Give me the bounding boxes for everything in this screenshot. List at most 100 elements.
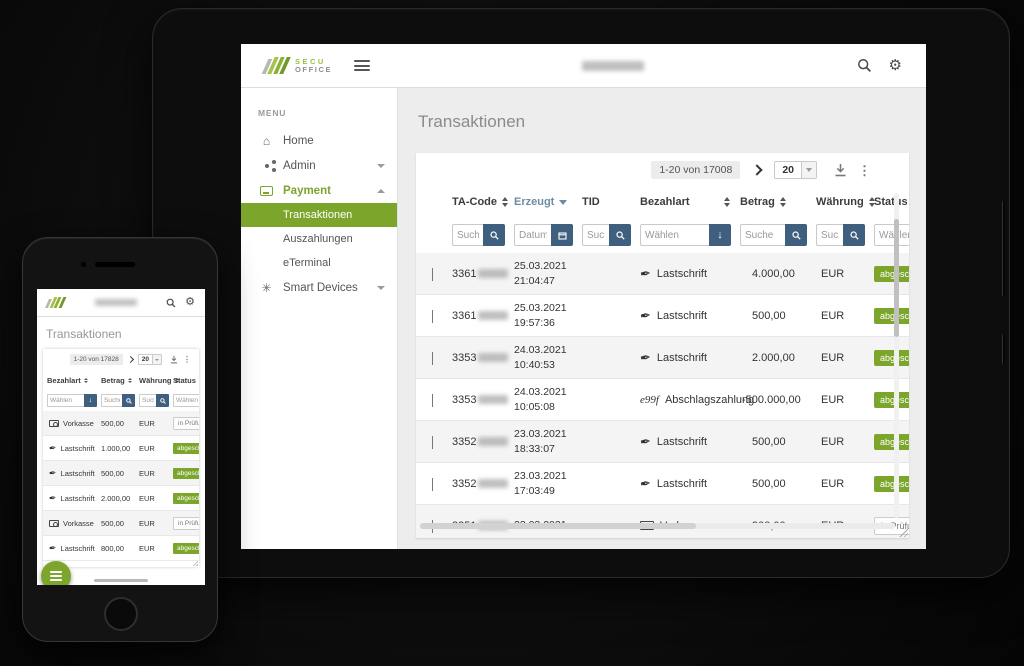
column-header-waehrung[interactable]: Währung: [816, 196, 874, 208]
table-row[interactable]: Vorkasse 500,00 EUR in Prüfung: [43, 511, 199, 536]
bezahlart-filter-select[interactable]: [640, 224, 709, 246]
column-header-bezahlart[interactable]: Bezahlart: [47, 376, 101, 385]
page-size-select[interactable]: 20: [774, 161, 817, 179]
expand-row-icon[interactable]: [432, 267, 433, 281]
table-row[interactable]: 3353 24.03.2021 10:40:53 ✒ Lastschrift 2.0…: [416, 337, 909, 379]
sidebar-item-auszahlungen[interactable]: Auszahlungen: [283, 233, 353, 245]
panel-resize-handle[interactable]: [191, 559, 198, 566]
missing-glyph-icon: e99f: [640, 393, 659, 406]
horizontal-scrollbar-thumb[interactable]: [94, 579, 148, 582]
expand-row-icon[interactable]: [432, 477, 433, 491]
table-row[interactable]: 3352 23.03.2021 18:33:07 ✒ Lastschrift 500…: [416, 421, 909, 463]
filter-status: [173, 394, 199, 407]
sidebar-item-payment[interactable]: Payment: [241, 178, 397, 203]
status-filter-select[interactable]: [173, 394, 199, 407]
column-header-erzeugt[interactable]: Erzeugt: [514, 196, 582, 208]
status-badge: abgeschlossen: [173, 492, 199, 504]
table-row[interactable]: 3351 23.03.2021 Vorkasse 900,00 EUR in P…: [416, 505, 909, 538]
tid-filter-input[interactable]: [582, 224, 609, 246]
column-header-betrag[interactable]: Betrag: [740, 196, 816, 208]
panel-resize-handle[interactable]: [898, 527, 908, 537]
signature-icon: ✒: [638, 264, 652, 282]
column-header-tid[interactable]: TID: [582, 196, 600, 208]
signature-icon: ✒: [48, 442, 58, 453]
next-page-icon[interactable]: [126, 355, 134, 364]
table-row[interactable]: ✒Lastschrift 2.000,00 EUR abgeschlossen: [43, 486, 199, 511]
table-row[interactable]: 3353 24.03.2021 10:05:08 e99f Abschlagszah…: [416, 379, 909, 421]
tablet-screen: SECU OFFICE ⚙ MENU ⌂ Home: [241, 44, 926, 549]
status-badge: abgeschlossen: [874, 475, 909, 492]
download-icon[interactable]: [170, 355, 178, 364]
sidebar-item-eterminal[interactable]: eTerminal: [283, 257, 331, 269]
sidebar-item-transaktionen[interactable]: Transaktionen: [241, 203, 397, 227]
table-row[interactable]: 3352 23.03.2021 17:03:49 ✒ Lastschrift 500…: [416, 463, 909, 505]
search-button[interactable]: [785, 224, 807, 246]
sort-icon: [780, 197, 786, 207]
sidebar-item-home[interactable]: ⌂ Home: [241, 128, 397, 153]
sort-icon: [502, 197, 508, 207]
table-row[interactable]: ✒Lastschrift 500,00 EUR abgeschlossen: [43, 461, 199, 486]
horizontal-scrollbar-thumb[interactable]: [420, 523, 697, 529]
status-filter-select[interactable]: [874, 224, 909, 246]
waehrung-filter-input[interactable]: [816, 224, 843, 246]
column-header-status[interactable]: Status: [874, 196, 908, 208]
pagination-bar: 1-20 von 17828 20 ⋮: [43, 349, 199, 370]
search-button[interactable]: [122, 394, 135, 407]
table-row[interactable]: 3361 25.03.2021 21:04:47 ✒ Lastschrift 4.0…: [416, 253, 909, 295]
column-header-ta-code[interactable]: TA-Code: [452, 196, 514, 208]
settings-gear-icon[interactable]: ⚙: [185, 296, 195, 308]
bezahlart-filter-select[interactable]: [47, 394, 84, 407]
betrag-filter-input[interactable]: [740, 224, 785, 246]
menu-toggle-icon[interactable]: [354, 60, 371, 71]
column-header-bezahlart[interactable]: Bezahlart: [640, 196, 740, 208]
date-filter-input[interactable]: [514, 224, 551, 246]
expand-row-icon[interactable]: [432, 309, 433, 323]
redacted-company-name: [94, 299, 137, 306]
chevron-down-icon: [152, 355, 161, 364]
next-page-icon[interactable]: [751, 164, 763, 176]
sidebar-item-smart-devices[interactable]: ✳ Smart Devices: [241, 275, 397, 300]
page-size-select[interactable]: 20: [137, 354, 162, 365]
search-icon[interactable]: [857, 58, 872, 73]
waehrung-filter-input[interactable]: [139, 394, 156, 407]
sort-icon: [128, 378, 132, 383]
column-header-status[interactable]: Status: [173, 375, 196, 385]
column-header-betrag[interactable]: Betrag: [101, 376, 139, 385]
column-header-waehrung[interactable]: Währung: [139, 376, 173, 385]
search-button[interactable]: [156, 394, 169, 407]
menu-fab-button[interactable]: [41, 561, 71, 585]
status-badge: abgeschlossen: [874, 307, 909, 324]
expand-row-icon[interactable]: [432, 393, 433, 407]
search-button[interactable]: [483, 224, 505, 246]
more-options-icon[interactable]: ⋮: [183, 354, 191, 364]
chevron-down-icon: [377, 163, 385, 168]
expand-row-icon[interactable]: [432, 435, 433, 449]
phone-screen: ⚙ Transaktionen 1-20 von 17828 20 ⋮ Beza…: [37, 289, 205, 585]
search-icon[interactable]: [166, 298, 176, 308]
settings-gear-icon[interactable]: ⚙: [888, 57, 902, 74]
dropdown-button[interactable]: ↓: [709, 224, 731, 246]
calendar-button[interactable]: [551, 224, 573, 246]
expand-row-icon[interactable]: [432, 351, 433, 365]
table-row[interactable]: 3361 25.03.2021 19:57:36 ✒ Lastschrift 500…: [416, 295, 909, 337]
betrag-filter-input[interactable]: [101, 394, 122, 407]
search-button[interactable]: [609, 224, 631, 246]
table-row[interactable]: ✒Lastschrift 800,00 EUR abgeschlossen: [43, 536, 199, 561]
more-options-icon[interactable]: ⋮: [858, 162, 871, 178]
cash-icon: [49, 519, 59, 527]
ta-code-filter-input[interactable]: [452, 224, 483, 246]
vertical-scrollbar-track[interactable]: [894, 193, 899, 518]
table-header-row: Bezahlart Betrag Währung Status: [43, 370, 199, 390]
transactions-panel: 1-20 von 17828 20 ⋮ Bezahlart Betrag Wäh…: [43, 349, 199, 567]
table-row[interactable]: ✒Lastschrift 1.000,00 EUR abgeschlossen: [43, 436, 199, 461]
download-icon[interactable]: [834, 163, 847, 177]
redacted-ta-code: [478, 311, 509, 320]
search-button[interactable]: [843, 224, 865, 246]
filter-betrag: [740, 224, 807, 246]
table-row[interactable]: Vorkasse 500,00 EUR in Prüfung: [43, 411, 199, 436]
dropdown-button[interactable]: ↓: [84, 394, 97, 407]
sidebar-item-admin[interactable]: Admin: [241, 153, 397, 178]
vertical-scrollbar-thumb[interactable]: [894, 219, 899, 337]
phone-home-button[interactable]: [104, 597, 138, 631]
pagination-range: 1-20 von 17828: [69, 354, 123, 365]
